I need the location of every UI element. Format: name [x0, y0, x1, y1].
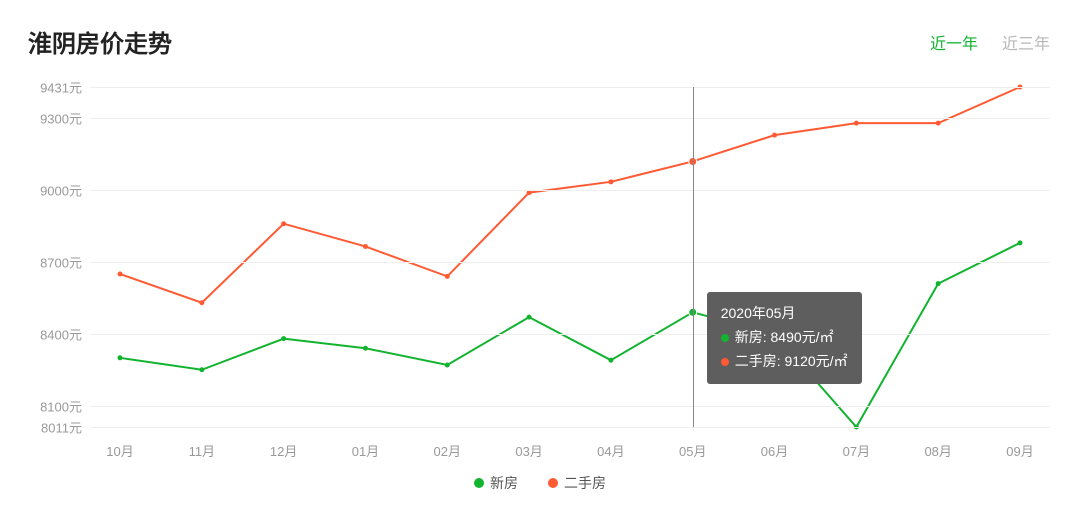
data-point[interactable]: [445, 362, 450, 367]
x-tick-label: 02月: [434, 441, 461, 460]
x-tick-label: 10月: [106, 441, 133, 460]
x-tick-label: 08月: [924, 441, 951, 460]
tooltip-title: 2020年05月: [721, 302, 848, 326]
series-line: [120, 87, 1020, 303]
legend-label: 新房: [490, 473, 518, 493]
chart-svg: [90, 87, 1050, 427]
y-tick-label: 8700元: [40, 253, 82, 272]
tab-one-year[interactable]: 近一年: [930, 30, 978, 54]
grid-line: [90, 190, 1050, 191]
data-point[interactable]: [936, 281, 941, 286]
x-tick-label: 05月: [679, 441, 706, 460]
y-tick-label: 9431元: [40, 78, 82, 97]
data-point[interactable]: [1018, 240, 1023, 245]
tooltip-row: 新房: 8490元/㎡: [721, 326, 848, 350]
grid-line: [90, 262, 1050, 263]
tooltip: 2020年05月新房: 8490元/㎡二手房: 9120元/㎡: [707, 292, 862, 383]
y-tick-label: 9300元: [40, 109, 82, 128]
legend-label: 二手房: [564, 473, 606, 493]
x-tick-label: 03月: [515, 441, 542, 460]
y-tick-label: 8011元: [41, 418, 82, 437]
time-range-tabs: 近一年 近三年: [930, 30, 1050, 54]
grid-line: [90, 87, 1050, 88]
x-tick-label: 06月: [761, 441, 788, 460]
tooltip-dot-icon: [721, 358, 729, 366]
x-tick-label: 04月: [597, 441, 624, 460]
data-point[interactable]: [199, 300, 204, 305]
data-point[interactable]: [854, 121, 859, 126]
legend-dot-icon: [474, 478, 484, 488]
data-point[interactable]: [608, 179, 613, 184]
data-point[interactable]: [199, 367, 204, 372]
data-point[interactable]: [281, 336, 286, 341]
series-line: [120, 243, 1020, 427]
price-trend-chart[interactable]: 8011元8100元8400元8700元9000元9300元9431元 2020…: [30, 87, 1050, 467]
grid-line: [90, 334, 1050, 335]
grid-line: [90, 118, 1050, 119]
x-tick-label: 07月: [843, 441, 870, 460]
data-point[interactable]: [363, 346, 368, 351]
tab-three-year[interactable]: 近三年: [1002, 30, 1050, 54]
data-point[interactable]: [118, 272, 123, 277]
data-point[interactable]: [608, 358, 613, 363]
x-axis: 10月 11月 12月 01月 02月 03月 04月 05月 06月 07月 08月 09月: [90, 431, 1050, 467]
legend: 新房 二手房: [0, 473, 1080, 493]
legend-dot-icon: [548, 478, 558, 488]
x-tick-label: 11月: [189, 441, 216, 460]
x-tick-label: 09月: [1006, 441, 1033, 460]
data-point[interactable]: [363, 244, 368, 249]
y-tick-label: 9000元: [40, 181, 82, 200]
grid-line: [90, 427, 1050, 428]
tooltip-dot-icon: [721, 334, 729, 342]
x-tick-label: 01月: [352, 441, 379, 460]
legend-item-new: 新房: [474, 473, 518, 493]
data-point[interactable]: [445, 274, 450, 279]
data-point[interactable]: [527, 315, 532, 320]
header: 淮阴房价走势 近一年 近三年: [0, 0, 1080, 67]
data-point[interactable]: [772, 133, 777, 138]
tooltip-row: 二手房: 9120元/㎡: [721, 350, 848, 374]
grid-line: [90, 406, 1050, 407]
hover-vertical-line: [693, 87, 694, 427]
data-point[interactable]: [281, 221, 286, 226]
y-tick-label: 8100元: [40, 396, 82, 415]
data-point[interactable]: [936, 121, 941, 126]
x-tick-label: 12月: [270, 441, 297, 460]
data-point[interactable]: [118, 355, 123, 360]
y-axis: 8011元8100元8400元8700元9000元9300元9431元: [30, 87, 88, 427]
legend-item-second: 二手房: [548, 473, 606, 493]
plot-area[interactable]: 2020年05月新房: 8490元/㎡二手房: 9120元/㎡: [90, 87, 1050, 427]
y-tick-label: 8400元: [40, 324, 82, 343]
page-title: 淮阴房价走势: [28, 24, 172, 59]
